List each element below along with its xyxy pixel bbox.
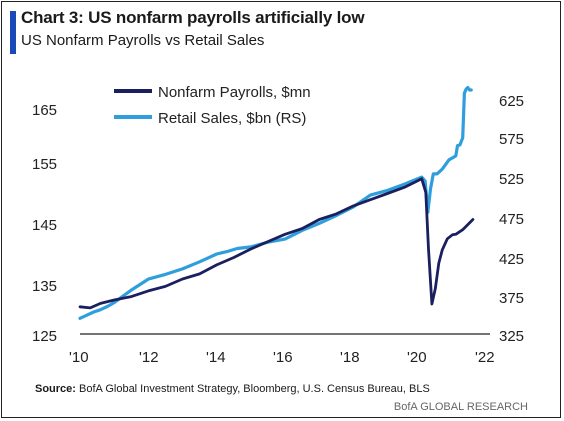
y-left-tick-label: 125 <box>32 328 57 345</box>
x-tick-label: '10 <box>69 349 89 366</box>
x-tick-label: '14 <box>206 349 226 366</box>
title-accent-bar <box>10 11 16 54</box>
y-right-tick-label: 425 <box>499 251 524 268</box>
x-tick-label: '18 <box>340 349 360 366</box>
y-right-tick-label: 625 <box>499 93 524 110</box>
y-left-tick-label: 155 <box>32 156 57 173</box>
y-left-tick-label: 145 <box>32 217 57 234</box>
legend-label-retail: Retail Sales, $bn (RS) <box>158 110 306 127</box>
brand-label: BofA GLOBAL RESEARCH <box>393 401 528 413</box>
source-note: Source: BofA Global Investment Strategy,… <box>35 383 430 395</box>
y-left-tick-label: 135 <box>32 278 57 295</box>
y-right-tick-label: 575 <box>499 131 524 148</box>
x-tick-label: '16 <box>273 349 293 366</box>
source-label: Source: <box>35 383 76 395</box>
chart-subtitle: US Nonfarm Payrolls vs Retail Sales <box>21 32 265 49</box>
y-right-tick-label: 525 <box>499 171 524 188</box>
chart-title: Chart 3: US nonfarm payrolls artificiall… <box>21 8 365 27</box>
y-right-tick-label: 475 <box>499 211 524 228</box>
legend-label-payrolls: Nonfarm Payrolls, $mn <box>158 84 311 101</box>
y-right-tick-label: 375 <box>499 290 524 307</box>
x-tick-label: '22 <box>475 349 495 366</box>
series-line-retail-sales <box>78 85 473 320</box>
x-tick-label: '12 <box>139 349 159 366</box>
source-text: BofA Global Investment Strategy, Bloombe… <box>79 383 430 395</box>
x-tick-label: '20 <box>407 349 427 366</box>
y-right-tick-label: 325 <box>499 328 524 345</box>
series-line-nonfarm-payrolls <box>78 177 475 310</box>
y-left-tick-label: 165 <box>32 102 57 119</box>
